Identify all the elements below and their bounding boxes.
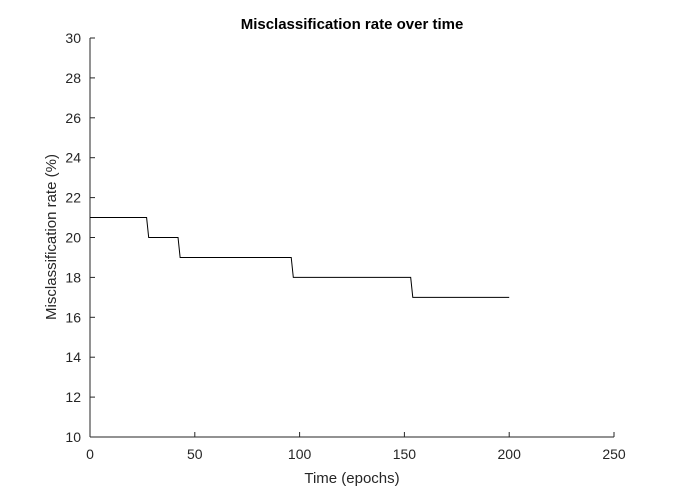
y-tick-label: 16	[65, 309, 81, 325]
x-tick-label: 150	[393, 446, 417, 462]
y-tick-label: 10	[65, 429, 81, 445]
y-tick-label: 26	[65, 110, 81, 126]
x-axis-label: Time (epochs)	[304, 470, 399, 487]
series-line-0	[90, 217, 510, 298]
y-axis-label: Misclassification rate (%)	[43, 154, 60, 320]
x-tick-label: 0	[86, 446, 94, 462]
y-tick-label: 20	[65, 230, 81, 246]
x-tick-label: 250	[602, 446, 626, 462]
y-tick-label: 18	[65, 269, 81, 285]
y-tick-group: 10 12 14 16 18 20 22 24 26 28 30	[65, 30, 95, 445]
y-tick-label: 22	[65, 190, 81, 206]
y-tick-label: 24	[65, 150, 81, 166]
x-tick-label: 100	[288, 446, 312, 462]
chart-title: Misclassification rate over time	[241, 16, 464, 33]
y-tick-label: 14	[65, 349, 81, 365]
x-tick-group: 0 50 100 150 200 250	[86, 432, 626, 462]
x-tick-label: 50	[187, 446, 203, 462]
x-tick-label: 200	[498, 446, 522, 462]
y-tick-label: 30	[65, 30, 81, 46]
y-tick-label: 28	[65, 70, 81, 86]
y-tick-label: 12	[65, 389, 81, 405]
series-group	[90, 217, 510, 298]
